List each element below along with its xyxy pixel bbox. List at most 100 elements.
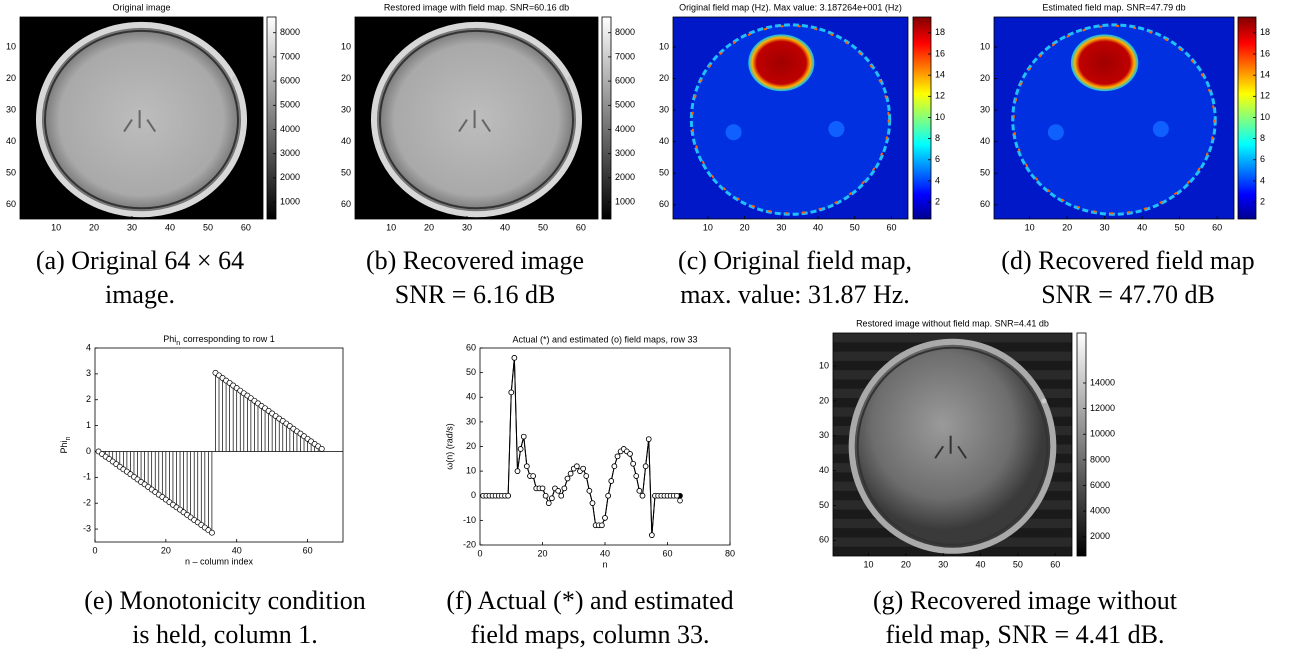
series-marker <box>587 488 592 493</box>
x-tick-label: 60 <box>886 222 896 232</box>
colorbar <box>602 17 611 219</box>
caption: (d) Recovered field map <box>1001 246 1254 275</box>
y-tick-label: 50 <box>659 168 669 178</box>
x-tick-label: 50 <box>850 222 860 232</box>
colorbar-tick-label: 16 <box>935 48 945 58</box>
caption: image. <box>105 280 175 309</box>
x-tick-label: 20 <box>1062 222 1072 232</box>
series-marker <box>540 486 545 491</box>
y-tick-label: 3 <box>86 368 91 378</box>
colorbar-tick-label: 8000 <box>615 27 635 37</box>
hot-region <box>1071 34 1139 91</box>
title: Original image <box>112 2 170 12</box>
x-tick-label: 20 <box>89 222 99 232</box>
series-marker <box>615 454 620 459</box>
series-marker <box>603 516 608 521</box>
y-axis-label: ω(n) (rad/s) <box>444 423 454 470</box>
ylabel: Phi <box>59 440 69 453</box>
y-tick-label: 10 <box>980 41 990 51</box>
x-tick-label: 60 <box>303 545 313 555</box>
image <box>20 17 263 219</box>
x-tick-label: 40 <box>232 545 242 555</box>
x-tick-label: 30 <box>1100 222 1110 232</box>
image <box>994 17 1234 219</box>
colorbar-tick-label: 1000 <box>615 196 635 206</box>
series-marker <box>637 488 642 493</box>
x-tick-label: 20 <box>537 548 547 558</box>
colorbar <box>1238 17 1256 219</box>
marker-dot <box>567 76 572 81</box>
y-tick-label: 40 <box>466 392 476 402</box>
y-tick-label: 60 <box>980 199 990 209</box>
colorbar-tick-label: 2000 <box>615 172 635 182</box>
image <box>355 17 598 219</box>
colorbar-tick-label: 6000 <box>1090 480 1110 490</box>
x-tick-label: 60 <box>662 548 672 558</box>
y-tick-label: 20 <box>466 441 476 451</box>
series-marker <box>649 533 654 538</box>
series-marker <box>631 461 636 466</box>
skull <box>374 25 579 214</box>
x-tick-label: 50 <box>1013 559 1023 569</box>
x-tick-label: 50 <box>203 222 213 232</box>
marker-dot <box>1041 398 1046 403</box>
series-marker <box>599 523 604 528</box>
y-tick-label: 20 <box>659 73 669 83</box>
colorbar-tick-label: 6000 <box>280 75 300 85</box>
y-tick-label: -2 <box>83 498 91 508</box>
series-marker <box>609 479 614 484</box>
title: Actual (*) and estimated (o) field maps,… <box>512 334 697 344</box>
y-tick-label: 10 <box>819 360 829 370</box>
y-tick-label: 2 <box>86 394 91 404</box>
y-tick-label: 10 <box>659 41 669 51</box>
x-tick-label: 60 <box>241 222 251 232</box>
y-tick-label: 30 <box>466 416 476 426</box>
y-tick-label: -3 <box>83 523 91 533</box>
colorbar-tick-label: 4 <box>1260 175 1265 185</box>
y-tick-label: 1 <box>86 420 91 430</box>
series-marker <box>512 355 517 360</box>
caption: SNR = 6.16 dB <box>395 280 556 309</box>
marker-dot <box>232 76 237 81</box>
x-tick-label: 10 <box>386 222 396 232</box>
blob <box>1048 124 1064 140</box>
y-tick-label: 60 <box>6 199 16 209</box>
x-tick-label: 10 <box>51 222 61 232</box>
x-tick-label: 40 <box>500 222 510 232</box>
series-marker <box>678 498 683 503</box>
colorbar-tick-label: 6 <box>935 154 940 164</box>
colorbar-tick-label: 4000 <box>615 124 635 134</box>
stem-marker <box>319 446 324 451</box>
caption: is held, column 1. <box>132 620 318 649</box>
series-marker <box>584 474 589 479</box>
series-marker <box>643 464 648 469</box>
caption: (f) Actual (*) and estimated <box>446 586 733 615</box>
y-tick-label: 50 <box>819 500 829 510</box>
y-tick-label: 10 <box>466 466 476 476</box>
caption: (b) Recovered image <box>366 246 584 275</box>
y-tick-label: 10 <box>341 41 351 51</box>
title: Estimated field map. SNR=47.79 db <box>1042 2 1185 12</box>
colorbar-tick-label: 7000 <box>615 51 635 61</box>
caption: field map, SNR = 4.41 dB. <box>886 620 1165 649</box>
colorbar <box>267 17 276 219</box>
colorbar-tick-label: 7000 <box>280 51 300 61</box>
colorbar-tick-label: 1000 <box>280 196 300 206</box>
y-tick-label: 0 <box>86 446 91 456</box>
figure: (a) Original 64 × 64image.10002000300040… <box>0 0 1307 657</box>
colorbar-tick-label: 5000 <box>280 100 300 110</box>
series-marker <box>565 476 570 481</box>
colorbar-tick-label: 12 <box>1260 91 1270 101</box>
series-marker <box>559 493 564 498</box>
x-tick-label: 40 <box>600 548 610 558</box>
colorbar-tick-label: 3000 <box>615 148 635 158</box>
y-tick-label: 0 <box>471 490 476 500</box>
title: Original field map (Hz). Max value: 3.18… <box>679 2 902 12</box>
y-tick-label: 60 <box>819 535 829 545</box>
title-subscript: n <box>176 340 180 347</box>
x-tick-label: 30 <box>462 222 472 232</box>
x-tick-label: 80 <box>725 548 735 558</box>
image <box>833 333 1072 556</box>
y-tick-label: 30 <box>980 104 990 114</box>
y-tick-label: 40 <box>659 136 669 146</box>
